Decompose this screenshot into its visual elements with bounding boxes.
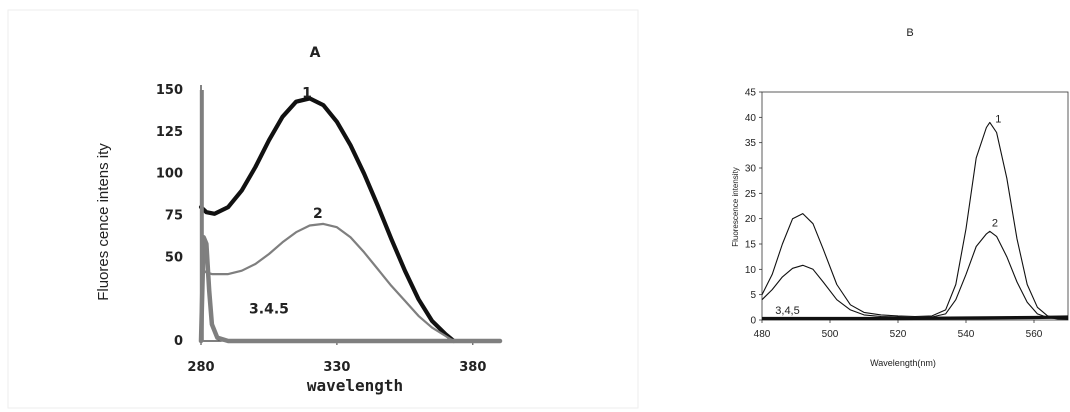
panel-b-y-tick-label: 10	[745, 265, 757, 276]
panel-b-title: B	[906, 27, 913, 39]
panel-b-y-tick-label: 45	[745, 88, 757, 99]
panel-a-y-axis-label: Fluores cence intens ity	[95, 143, 112, 301]
panel-a-x-tick-label: 380	[459, 360, 486, 375]
panel-a-series-2-line	[202, 222, 455, 343]
panel-b-x-axis-label: Wavelength(nm)	[870, 358, 936, 368]
panel-a-curve-label-2: 2	[313, 206, 323, 222]
panel-b-x-tick-label: 520	[890, 329, 907, 340]
panel-a-y-tick-label: 75	[165, 209, 183, 224]
panel-b-y-tick-label: 5	[750, 290, 756, 301]
panel-b-x-tick-label: 480	[754, 329, 771, 340]
panel-b-plot-frame	[761, 91, 1069, 321]
panel-a-plot: 0 50 75 100 125 150 280 330 380 1 2 3.4.5	[156, 83, 503, 375]
panel-b-curve-label-3: 3,4,5	[775, 305, 799, 317]
panel-a-x-axis-label: wavelength	[307, 376, 403, 395]
panel-b-y-tick-label: 35	[745, 138, 757, 149]
panel-b-curve-label-2: 2	[992, 217, 998, 229]
panel-b-y-tick-label: 40	[745, 113, 757, 124]
panel-a-title: A	[310, 45, 321, 61]
panel-a-series-1-line	[198, 96, 456, 344]
panel-a-series-345-line	[198, 235, 503, 344]
panel-a-y-tick-label: 0	[174, 334, 183, 349]
panel-a-y-tick-label: 125	[156, 125, 183, 140]
panel-a-x-tick-label: 330	[323, 360, 350, 375]
panel-b-x-tick-label: 500	[822, 329, 839, 340]
panel-b-y-axis-label: Fluorescence intensity	[731, 167, 740, 247]
panel-a-curve-label-1: 1	[302, 86, 312, 102]
panel-b-series-1-line	[761, 121, 1069, 320]
panel-b-curve-label-1: 1	[995, 113, 1001, 125]
panel-a-y-tick-label: 100	[156, 167, 183, 182]
panel-b-x-tick-label: 560	[1026, 329, 1043, 340]
panel-b-y-tick-label: 30	[745, 164, 757, 175]
panel-b-series-2-line	[761, 230, 1069, 321]
panel-a-y-tick-label: 150	[156, 83, 183, 98]
panel-b-y-tick-label: 15	[745, 240, 757, 251]
panel-a-y-tick-label: 50	[165, 250, 183, 265]
panel-a-x-tick-label: 280	[187, 360, 214, 375]
panel-b-y-tick-label: 20	[745, 214, 757, 225]
panel-a-curve-label-3: 3.4.5	[249, 302, 289, 318]
panel-b-plot: 0 5 10 15 20 25 30 35 40 45 480 500 520 540 560 1 2 3,4,5	[745, 88, 1069, 340]
panel-b-series-345-line	[762, 315, 1069, 321]
panel-b-y-tick-label: 0	[750, 316, 756, 327]
panel-b-y-tick-label: 25	[745, 189, 757, 200]
panel-b-x-tick-label: 540	[958, 329, 975, 340]
